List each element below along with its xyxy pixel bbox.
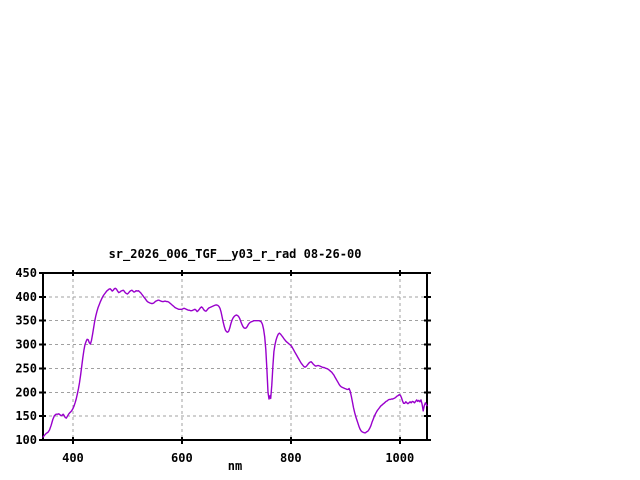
y-tick-label-350: 350 (15, 314, 37, 328)
data-curve (42, 287, 428, 438)
x-tick-label-800: 800 (280, 451, 302, 465)
x-axis-label: nm (227, 459, 243, 473)
x-tick-label-600: 600 (171, 451, 193, 465)
x-tick-label-1000: 1000 (385, 451, 414, 465)
y-tick-label-300: 300 (15, 338, 37, 352)
chart-title: sr_2026_006_TGF__y03_r_rad 08-26-00 (108, 247, 362, 261)
y-tick-label-400: 400 (15, 290, 37, 304)
y-tick-label-450: 450 (15, 266, 37, 280)
y-tick-label-100: 100 (15, 433, 37, 447)
y-tick-label-250: 250 (15, 361, 37, 375)
x-tick-label-400: 400 (62, 451, 84, 465)
y-tick-label-150: 150 (15, 409, 37, 423)
plot-border (42, 272, 428, 441)
y-tick-label-200: 200 (15, 385, 37, 399)
